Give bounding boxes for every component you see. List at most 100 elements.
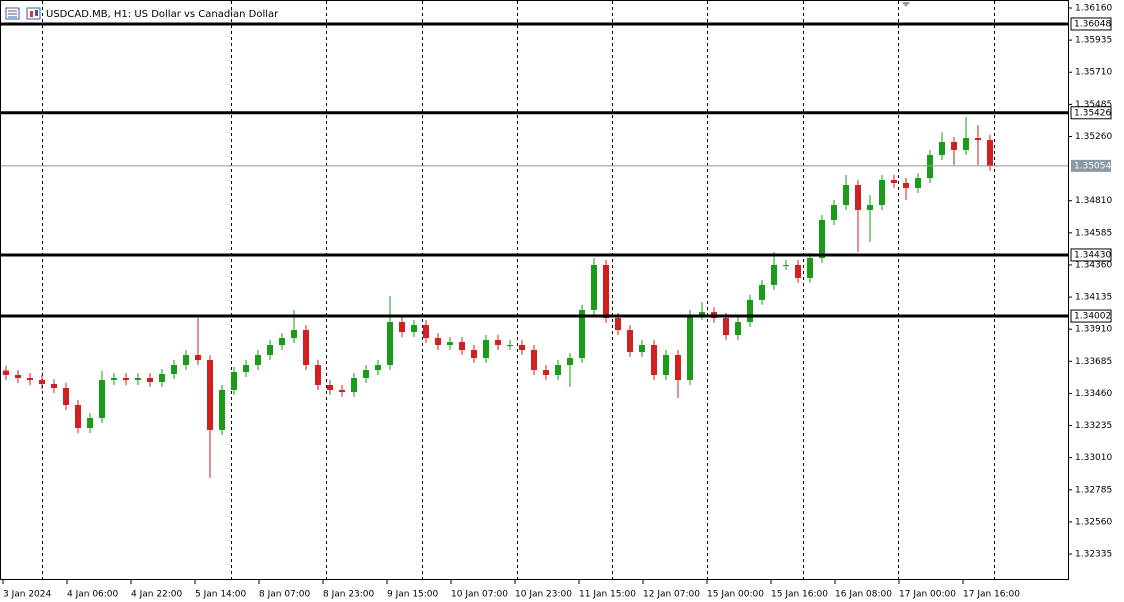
level-label: 1.35426 xyxy=(1074,108,1111,118)
y-tick-label: 1.34135 xyxy=(1075,293,1112,303)
y-tick-label: 1.32335 xyxy=(1075,550,1112,560)
candle-body xyxy=(483,340,489,359)
candle-body xyxy=(195,355,201,361)
candle-body xyxy=(303,330,309,366)
candle-body xyxy=(87,417,93,428)
candle-body xyxy=(639,345,645,353)
x-tick-label: 15 Jan 16:00 xyxy=(771,590,828,600)
candle-body xyxy=(687,315,693,381)
candle-body xyxy=(531,350,537,371)
x-tick-label: 4 Jan 06:00 xyxy=(67,590,119,600)
y-tick-label: 1.32560 xyxy=(1075,517,1112,527)
x-tick-label: 8 Jan 07:00 xyxy=(259,590,311,600)
plot-frame xyxy=(0,0,1069,580)
candle-body xyxy=(735,322,741,336)
x-tick-label: 5 Jan 14:00 xyxy=(195,590,247,600)
candle-body xyxy=(267,345,273,356)
candle-body xyxy=(339,389,345,392)
candle-body xyxy=(987,140,993,166)
candle-body xyxy=(795,264,801,278)
price-label: 1.35054 xyxy=(1074,161,1111,171)
symbol-icons xyxy=(5,7,41,20)
candle-body xyxy=(123,378,129,381)
candle-body xyxy=(315,365,321,386)
y-tick-label: 1.32785 xyxy=(1075,485,1112,495)
candle-body xyxy=(231,372,237,390)
candle-body xyxy=(903,183,909,189)
level-label-box xyxy=(1070,106,1112,120)
y-tick-label: 1.34810 xyxy=(1075,196,1112,206)
y-tick-label: 1.34360 xyxy=(1075,260,1112,270)
candle-body xyxy=(699,312,705,316)
y-tick-label: 1.35260 xyxy=(1075,132,1112,142)
candle-body xyxy=(543,370,549,376)
level-label-box xyxy=(1070,248,1112,262)
candle-body xyxy=(507,345,513,347)
candle-body xyxy=(27,378,33,381)
candle-body xyxy=(831,204,837,220)
y-tick-label: 1.33010 xyxy=(1075,453,1112,463)
candle-body xyxy=(867,204,873,210)
level-label: 1.36048 xyxy=(1074,19,1111,29)
candle-body xyxy=(579,309,585,359)
price-label-box xyxy=(1071,159,1111,172)
level-label: 1.34430 xyxy=(1074,250,1111,260)
candle-body xyxy=(279,338,285,346)
y-tick-label: 1.33685 xyxy=(1075,357,1112,367)
y-tick-label: 1.35935 xyxy=(1075,36,1112,46)
candle-body xyxy=(435,338,441,346)
candle-body xyxy=(159,374,165,383)
candle-body xyxy=(723,318,729,336)
candle-body xyxy=(63,387,69,405)
candle-body xyxy=(591,264,597,310)
candle-body xyxy=(879,180,885,205)
candle-body xyxy=(75,404,81,428)
candle-body xyxy=(939,142,945,156)
candle-body xyxy=(843,185,849,205)
x-tick-label: 10 Jan 23:00 xyxy=(515,590,572,600)
y-tick-label: 1.33910 xyxy=(1075,325,1112,335)
chart-title: USDCAD.MB, H1: US Dollar vs Canadian Dol… xyxy=(46,9,279,20)
candle-body xyxy=(39,380,45,385)
candle-body xyxy=(747,299,753,323)
candle-body xyxy=(255,355,261,366)
candle-body xyxy=(411,325,417,333)
x-tick-label: 16 Jan 08:00 xyxy=(835,590,892,600)
candle-body xyxy=(975,138,981,141)
candle-body xyxy=(135,378,141,381)
candle-body xyxy=(663,355,669,376)
candle-body xyxy=(675,355,681,381)
candle-body xyxy=(363,370,369,379)
candle-body xyxy=(567,358,573,366)
x-tick-label: 4 Jan 22:00 xyxy=(131,590,183,600)
x-tick-label: 11 Jan 15:00 xyxy=(579,590,636,600)
candle-body xyxy=(963,138,969,151)
x-tick-label: 8 Jan 23:00 xyxy=(323,590,375,600)
candle-body xyxy=(807,257,813,278)
y-tick-label: 1.34585 xyxy=(1075,228,1112,238)
candle-body xyxy=(819,219,825,258)
candle-body xyxy=(423,325,429,339)
x-tick-label: 9 Jan 15:00 xyxy=(387,590,439,600)
candle-body xyxy=(147,378,153,383)
level-label-box xyxy=(1070,309,1112,323)
candle-body xyxy=(219,389,225,430)
candle-body xyxy=(171,365,177,375)
x-tick-label: 17 Jan 00:00 xyxy=(899,590,956,600)
candle-body xyxy=(783,264,789,266)
candle-body xyxy=(51,384,57,388)
candle-body xyxy=(555,365,561,376)
y-tick-label: 1.35485 xyxy=(1075,100,1112,110)
candle-body xyxy=(951,142,957,151)
level-label-box xyxy=(1070,17,1112,31)
candle-body xyxy=(603,264,609,319)
candle-body xyxy=(327,385,333,390)
y-tick-label: 1.35710 xyxy=(1075,68,1112,78)
candle-body xyxy=(183,355,189,366)
level-label: 1.34002 xyxy=(1074,312,1111,322)
candle-body xyxy=(759,284,765,300)
x-tick-label: 3 Jan 2024 xyxy=(3,590,51,600)
candle-body xyxy=(495,340,501,346)
